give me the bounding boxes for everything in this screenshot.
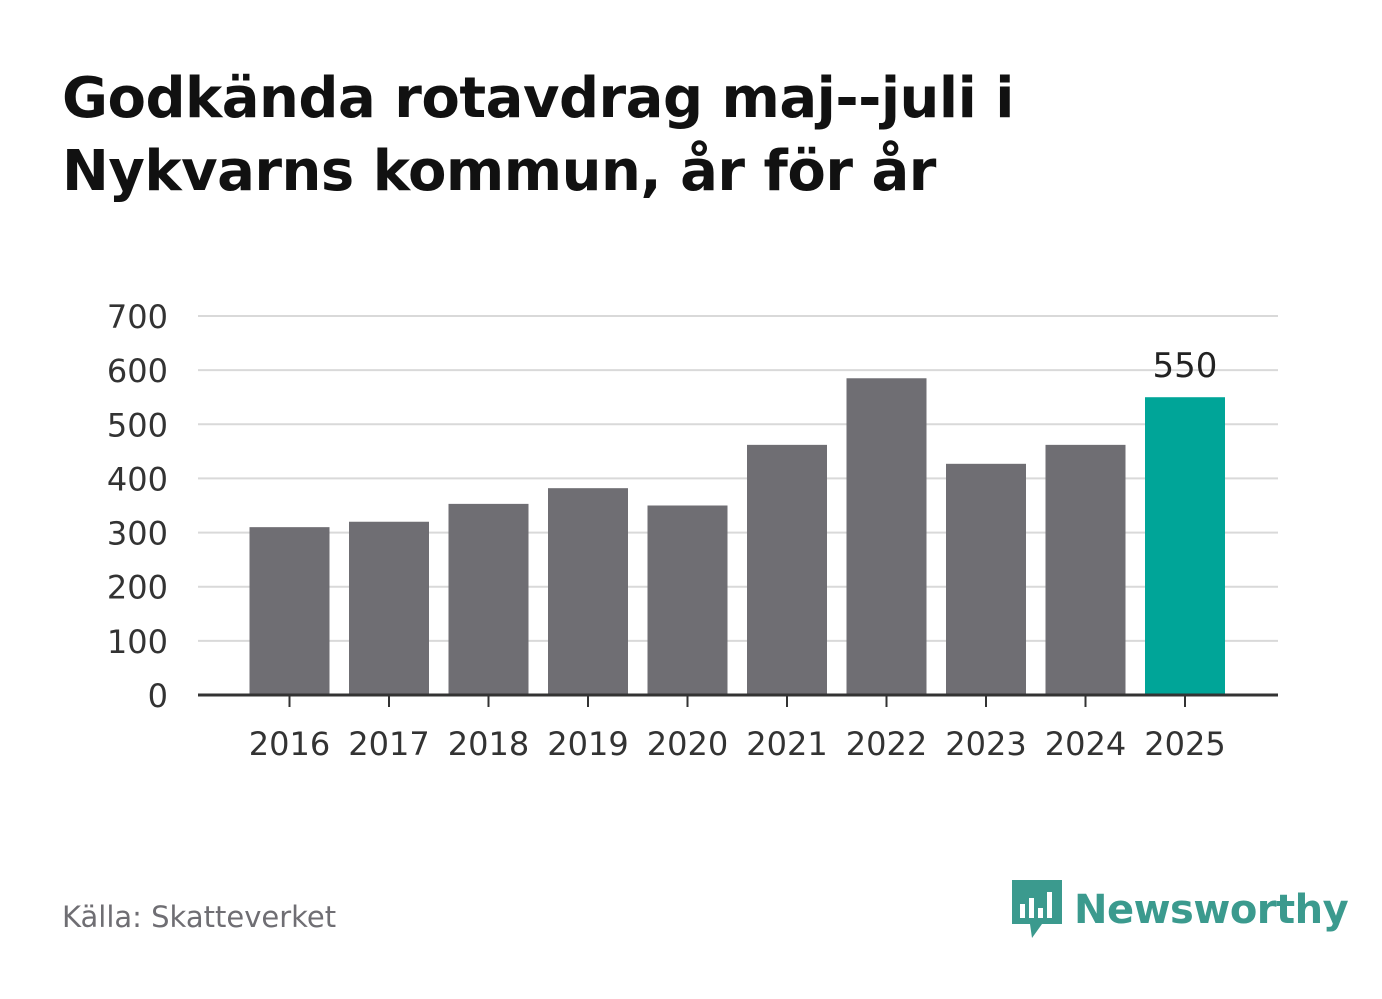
bar-2017	[349, 521, 429, 695]
bar-2018	[448, 503, 529, 695]
bar-2016	[249, 527, 330, 695]
x-tick-label: 2023	[945, 725, 1026, 763]
x-tick-label: 2025	[1144, 725, 1225, 763]
y-tick-label: 500	[107, 406, 168, 444]
x-tick-label: 2018	[448, 725, 529, 763]
data-label: 550	[1153, 346, 1218, 386]
y-tick-label: 600	[107, 352, 168, 390]
bar-2024	[1045, 444, 1126, 695]
chart-title: Godkända rotavdrag maj--juli i Nykvarns …	[62, 62, 1162, 208]
x-tick-label: 2020	[647, 725, 728, 763]
y-tick-label: 300	[107, 515, 168, 553]
y-tick-label: 0	[148, 677, 168, 715]
y-tick-label: 700	[107, 298, 168, 336]
chart-title-line-1: Godkända rotavdrag maj--juli i	[62, 66, 1014, 131]
y-tick-label: 200	[107, 569, 168, 607]
x-tick-label: 2022	[846, 725, 927, 763]
bar-2020	[647, 505, 728, 695]
x-tick-label: 2016	[249, 725, 330, 763]
x-tick-label: 2024	[1045, 725, 1126, 763]
bar-2021	[747, 444, 827, 695]
y-tick-label: 400	[107, 460, 168, 498]
bar-2023	[946, 463, 1026, 695]
x-tick-label: 2019	[547, 725, 628, 763]
newsworthy-logo-icon	[1012, 880, 1062, 938]
bar-2019	[548, 488, 628, 695]
bar-2025	[1145, 397, 1225, 695]
bar-2022	[846, 378, 927, 695]
x-tick-label: 2021	[746, 725, 827, 763]
x-tick-label: 2017	[348, 725, 429, 763]
source-note: Källa: Skatteverket	[62, 900, 337, 934]
chart-title-line-2: Nykvarns kommun, år för år	[62, 139, 936, 204]
brand-name: Newsworthy	[1074, 887, 1349, 933]
brand-logo: Newsworthy	[1012, 880, 1349, 940]
y-tick-label: 100	[107, 623, 168, 661]
